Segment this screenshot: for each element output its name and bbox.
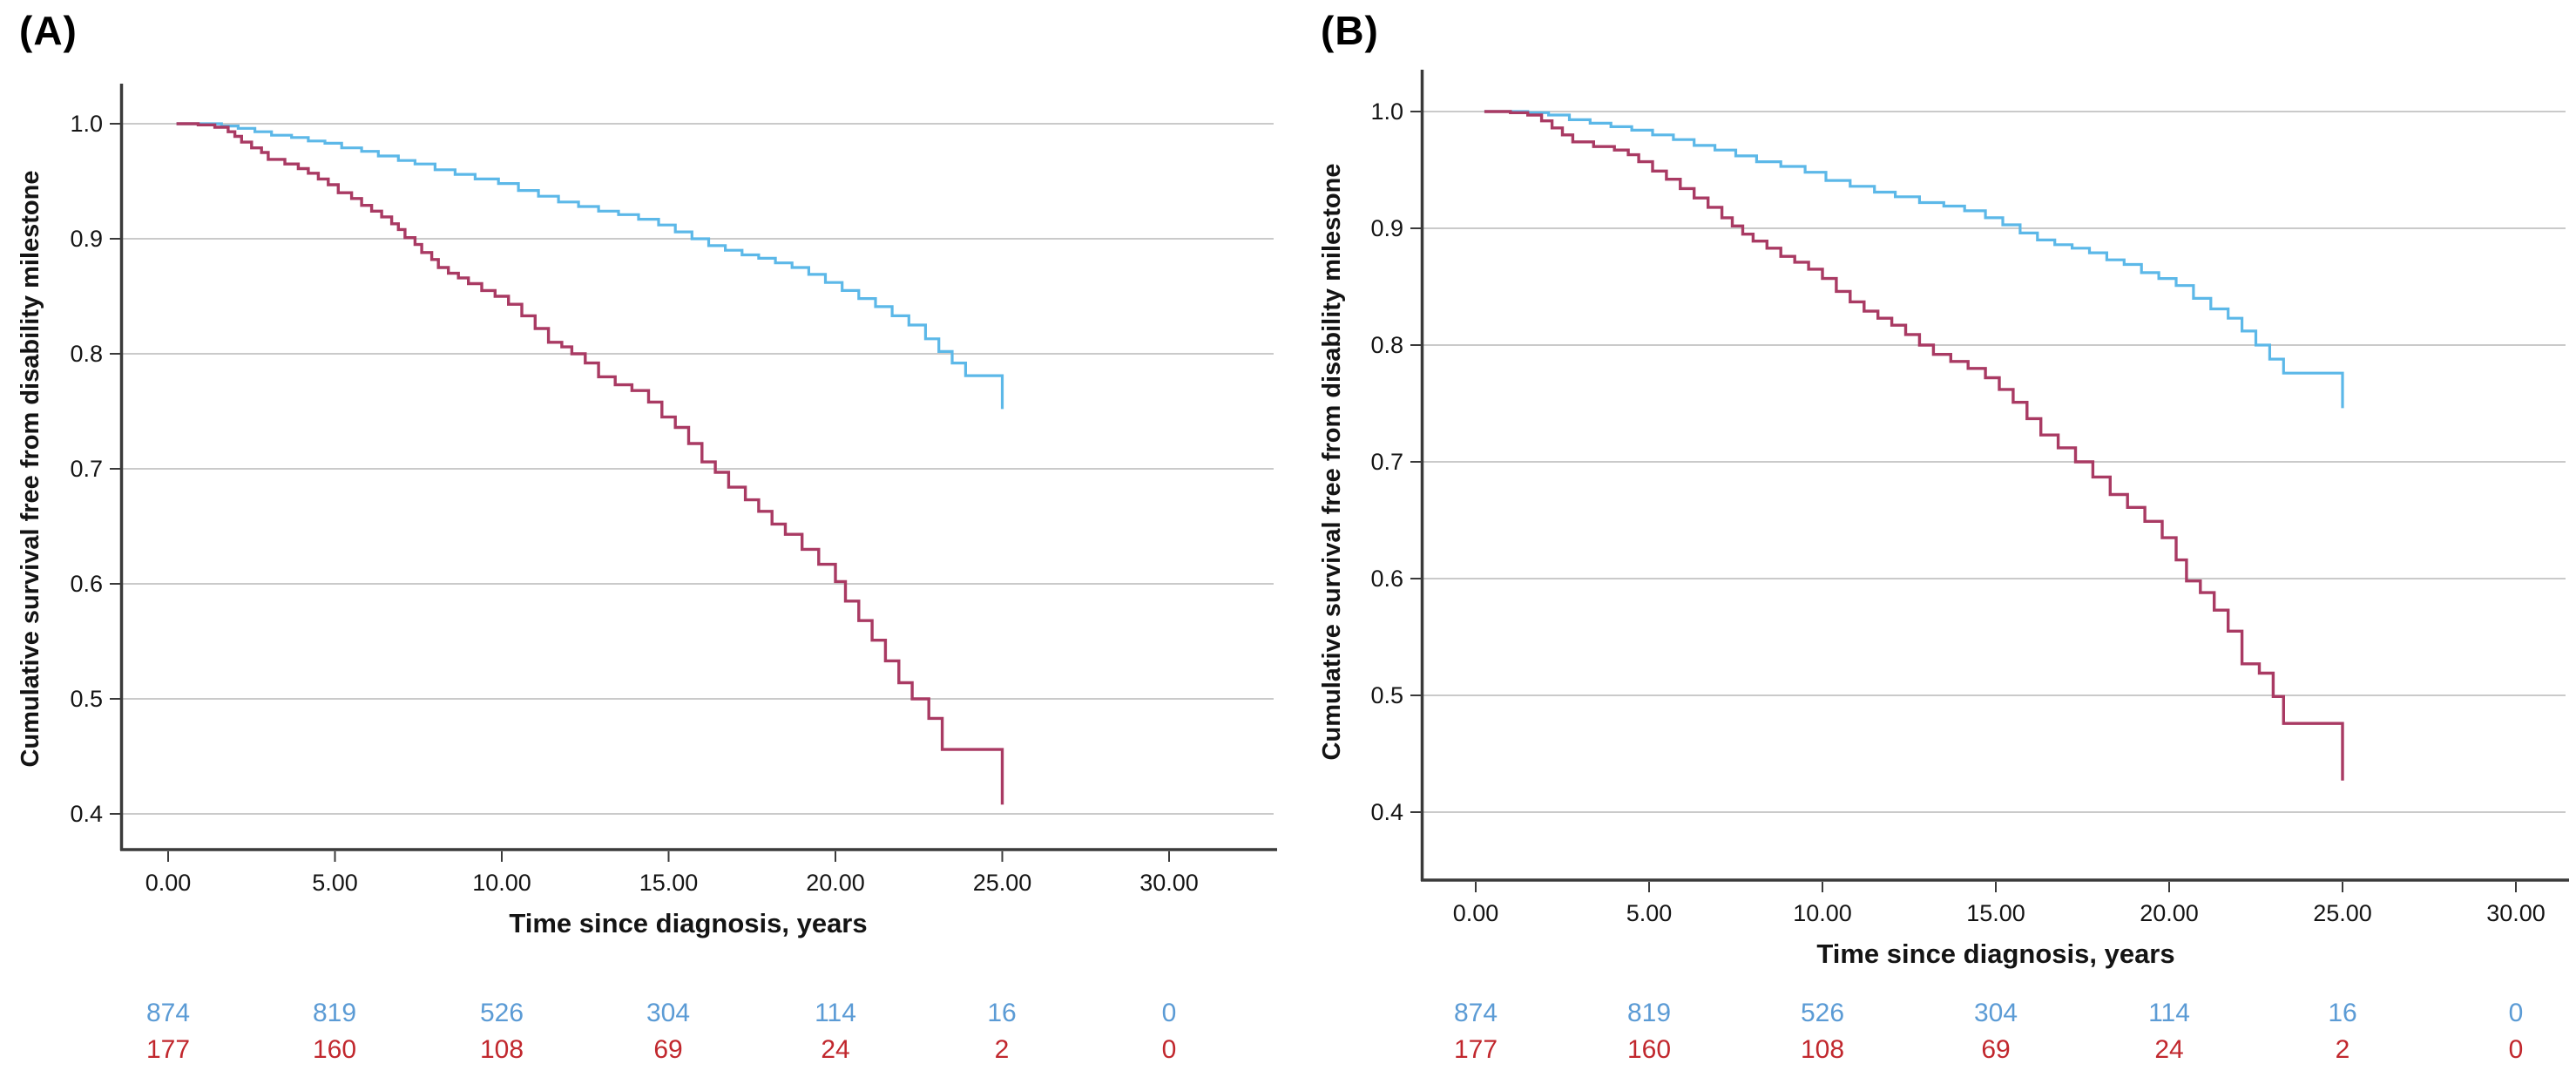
y-tick-label: 0.5 [1370,682,1403,708]
at-risk-count: 304 [646,999,691,1027]
y-tick-labels: 1.0 0.9 0.8 0.7 0.6 0.5 0.4 [70,111,103,827]
y-tick-labels: 1.0 0.9 0.8 0.7 0.6 0.5 0.4 [1370,98,1403,825]
x-tick-label: 0.00 [145,870,192,896]
at-risk-count: 160 [312,1035,357,1064]
y-tick-label: 0.4 [70,801,103,827]
x-axis-title: Time since diagnosis, years [509,908,867,938]
x-tick-label: 15.00 [639,870,699,896]
at-risk-count: 874 [145,999,191,1027]
x-tick-label: 5.00 [312,870,358,896]
at-risk-count: 69 [1981,1035,2011,1064]
at-risk-count: 69 [653,1035,683,1064]
at-risk-count: 0 [2508,999,2524,1027]
panel-b-chart: 1.0 0.9 0.8 0.7 0.6 0.5 0.4 0.00 5.00 10… [1318,70,2569,969]
at-risk-count: 177 [145,1035,191,1064]
y-tick-label: 0.9 [1370,215,1403,241]
y-axis-title: Cumulative survival free from disability… [17,171,44,768]
y-axis-title: Cumulative survival free from disability… [1318,164,1346,761]
at-risk-count: 0 [2508,1035,2524,1064]
at-risk-count: 526 [1800,999,1845,1027]
panel-b-label: (B) [1321,8,1379,53]
y-tick-marks [110,123,120,815]
at-risk-count: 24 [2154,1035,2184,1064]
at-risk-count: 114 [815,999,856,1027]
x-tick-label: 30.00 [2486,900,2546,926]
at-risk-count: 160 [1626,1035,1672,1064]
x-tick-label: 0.00 [1453,900,1499,926]
y-tick-label: 0.6 [70,571,103,597]
y-tick-label: 0.7 [1370,449,1403,475]
at-risk-count: 2 [994,1035,1010,1064]
x-tick-label: 5.00 [1626,900,1673,926]
at-risk-count: 24 [821,1035,850,1064]
x-tick-label: 15.00 [1966,900,2025,926]
panel-a-chart: 1.0 0.9 0.8 0.7 0.6 0.5 0.4 0.00 5.00 10… [17,84,1277,938]
at-risk-count: 16 [987,999,1017,1027]
survival-curve-red [176,122,1004,805]
at-risk-count: 304 [1973,999,2018,1027]
x-tick-label: 20.00 [2140,900,2199,926]
x-tick-label: 25.00 [2313,900,2372,926]
y-tick-label: 1.0 [70,111,103,137]
x-tick-label: 20.00 [806,870,865,896]
x-tick-label: 10.00 [1793,900,1852,926]
gridlines [121,123,1274,815]
y-tick-label: 0.6 [1370,566,1403,592]
at-risk-count: 16 [2328,999,2357,1027]
x-tick-labels: 0.00 5.00 10.00 15.00 20.00 25.00 30.00 [145,870,1199,896]
x-tick-marks [167,851,1170,862]
y-tick-label: 0.4 [1370,799,1403,825]
gridlines [1422,111,2566,813]
at-risk-count: 108 [479,1035,524,1064]
x-tick-labels: 0.00 5.00 10.00 15.00 20.00 25.00 30.00 [1453,900,2546,926]
at-risk-count: 0 [1161,1035,1177,1064]
panel-a-label: (A) [19,8,78,53]
y-tick-label: 0.7 [70,456,103,482]
x-axis-title: Time since diagnosis, years [1816,938,2174,969]
survival-curve-red [1484,110,2344,781]
at-risk-count: 819 [312,999,357,1027]
x-tick-label: 25.00 [973,870,1032,896]
x-tick-label: 30.00 [1139,870,1199,896]
survival-curve-blue [176,122,1004,410]
y-tick-label: 0.5 [70,686,103,712]
at-risk-count: 177 [1453,1035,1498,1064]
x-tick-marks [1475,882,2517,892]
y-tick-label: 0.9 [70,226,103,252]
at-risk-count: 819 [1626,999,1672,1027]
at-risk-count: 0 [1161,999,1177,1027]
y-tick-label: 0.8 [1370,332,1403,358]
y-tick-marks [1410,111,1421,813]
at-risk-count: 526 [479,999,524,1027]
y-tick-label: 1.0 [1370,98,1403,125]
at-risk-count: 874 [1453,999,1498,1027]
survival-curve-blue [1484,110,2344,409]
at-risk-count: 2 [2335,1035,2350,1064]
at-risk-count: 114 [2148,999,2190,1027]
y-tick-label: 0.8 [70,341,103,367]
x-tick-label: 10.00 [472,870,531,896]
at-risk-count: 108 [1800,1035,1845,1064]
